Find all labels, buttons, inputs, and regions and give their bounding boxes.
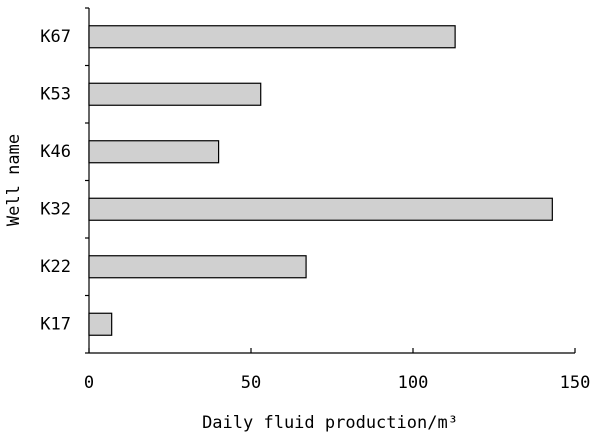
y-tick-label: K32: [40, 199, 71, 219]
y-axis-label: Well name: [4, 134, 24, 226]
bar: [88, 140, 220, 164]
x-tick-label: 50: [241, 373, 261, 393]
x-axis-label: Daily fluid production/m³: [202, 413, 458, 433]
x-tick-label: 150: [560, 373, 591, 393]
x-tick-label: 100: [398, 373, 429, 393]
bar: [88, 82, 262, 106]
y-tick-label: K17: [40, 314, 71, 334]
y-tick-label: K46: [40, 142, 71, 162]
y-tick-label: K67: [40, 27, 71, 47]
bar: [88, 197, 553, 221]
bar: [88, 312, 113, 336]
x-tick-label: 0: [84, 373, 94, 393]
y-tick-label: K22: [40, 257, 71, 277]
bar: [88, 25, 456, 49]
y-tick-label: K53: [40, 84, 71, 104]
bar: [88, 255, 307, 279]
